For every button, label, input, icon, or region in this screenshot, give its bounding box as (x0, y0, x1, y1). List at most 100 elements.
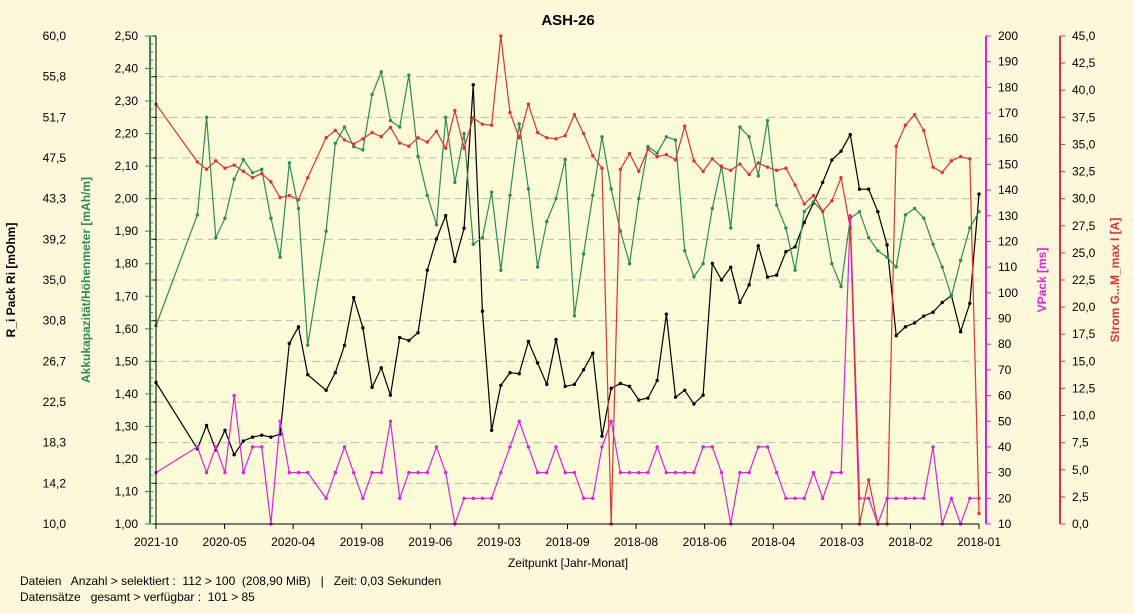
data-point-vp (830, 470, 834, 475)
data-point-ri (820, 180, 825, 185)
data-point-cap (701, 262, 705, 266)
data-point-str (572, 113, 577, 117)
footer-records: Datensätze gesamt > verfügbar : 101 > 85 (20, 590, 255, 604)
data-point-vp (591, 496, 595, 501)
data-point-str (848, 226, 852, 230)
data-point-vp (489, 496, 494, 501)
tick-label-vp: 10 (998, 517, 1012, 531)
data-point-cap (839, 284, 843, 289)
data-point-str (811, 193, 816, 198)
tick-label-cap: 1,70 (115, 289, 139, 303)
tick-label-ri: 35,0 (43, 273, 67, 287)
data-point-vp (388, 419, 393, 423)
data-point-ri (250, 435, 255, 439)
data-point-str (922, 128, 926, 133)
data-point-cap (977, 209, 981, 214)
data-point-ri (324, 388, 328, 392)
data-point-ri (866, 187, 871, 191)
data-point-ri (526, 339, 531, 344)
data-point-vp (287, 470, 292, 475)
tick-label-ri: 30,8 (43, 314, 67, 328)
data-point-cap (241, 157, 246, 162)
tick-label-str: 40,0 (1072, 83, 1096, 97)
data-point-cap (388, 118, 393, 123)
data-point-vp (352, 470, 356, 475)
data-point-ri (480, 309, 485, 313)
tick-label-str: 35,0 (1072, 137, 1096, 151)
tick-label-str: 27,5 (1072, 219, 1096, 233)
tick-label-str: 32,5 (1072, 165, 1096, 179)
data-point-vp (692, 470, 696, 475)
data-point-ri (572, 382, 577, 387)
data-point-str (912, 113, 917, 117)
data-point-cap (545, 219, 549, 224)
x-tick-label: 2018-02 (888, 535, 932, 549)
data-point-str (968, 157, 972, 161)
data-point-cap (434, 222, 439, 227)
axes-layer: 10,0 14,2 18,3 22,5 26,7 30,8 35,0 39,2 43,3 47,5… (4, 29, 1122, 549)
data-point-str (793, 183, 797, 187)
data-point-ri (784, 249, 788, 254)
tick-label-ri: 51,7 (43, 110, 67, 124)
data-point-str (480, 122, 485, 126)
data-point-vp (600, 445, 604, 449)
data-point-str (839, 175, 843, 180)
tick-label-str: 45,0 (1072, 29, 1096, 43)
data-point-vp (443, 470, 448, 475)
data-point-ri (839, 149, 843, 153)
data-point-vp (848, 214, 852, 218)
data-point-vp (894, 496, 898, 501)
tick-label-ri: 43,3 (43, 192, 67, 206)
data-point-vp (683, 470, 687, 475)
data-point-str (866, 478, 871, 482)
tick-label-str: 0,0 (1072, 517, 1089, 531)
x-tick-label: 2019-08 (340, 535, 384, 549)
data-point-vp (866, 496, 871, 501)
data-point-vp (333, 470, 338, 475)
data-point-ri (692, 402, 696, 406)
data-point-vp (232, 393, 236, 398)
data-point-str (370, 130, 374, 135)
data-point-ri (912, 321, 917, 325)
data-point-ri (646, 396, 650, 400)
x-tick-label: 2018-01 (957, 535, 1001, 549)
x-tick-label: 2019-06 (408, 535, 452, 549)
data-point-str (379, 135, 383, 139)
axis-label-cap: Akkukapazität/Höhenmeter [mAh/m] (79, 177, 93, 383)
data-point-vp (774, 470, 779, 475)
data-point-ri (830, 158, 834, 162)
data-point-ri (673, 395, 678, 399)
data-point-cap (627, 262, 632, 266)
data-point-str (269, 180, 273, 184)
data-point-str (738, 162, 742, 166)
data-point-ri (848, 132, 852, 137)
data-point-str (287, 193, 292, 198)
tick-label-str: 5,0 (1072, 463, 1089, 477)
data-point-cap (802, 209, 806, 214)
axis-label-ri: R_i Pack Ri [mOhm] (4, 223, 18, 338)
x-tick-label: 2018-06 (683, 535, 727, 549)
data-point-ri (443, 213, 448, 218)
data-point-str (627, 151, 632, 156)
chart-title: ASH-26 (541, 12, 594, 29)
data-point-str (223, 166, 227, 170)
tick-label-vp: 100 (998, 286, 1018, 300)
data-point-str (471, 116, 475, 120)
data-point-vp (627, 470, 632, 475)
data-point-ri (352, 295, 356, 300)
tick-label-vp: 70 (998, 363, 1012, 377)
data-point-cap (333, 141, 338, 146)
tick-label-cap: 1,40 (115, 387, 139, 401)
data-point-str (434, 129, 439, 134)
data-point-str (802, 202, 806, 206)
data-point-vp (306, 470, 310, 475)
data-point-cap (278, 255, 282, 259)
data-point-vp (204, 470, 209, 475)
tick-label-ri: 55,8 (43, 70, 67, 84)
series-line-cap (155, 69, 980, 346)
grid (156, 76, 979, 484)
data-point-cap (526, 187, 531, 191)
tick-label-cap: 1,90 (115, 224, 139, 238)
data-point-str (655, 154, 659, 159)
data-point-vp (195, 445, 200, 449)
